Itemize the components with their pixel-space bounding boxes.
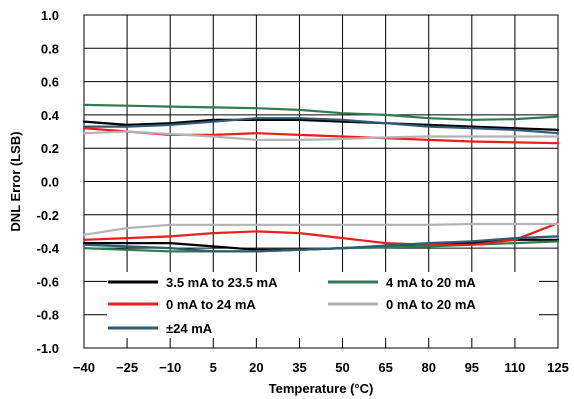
series-lines: [82, 103, 560, 253]
x-tick-label: −10: [159, 360, 181, 375]
x-tick-label: 35: [292, 360, 306, 375]
series-line-lower-2: [82, 222, 560, 246]
x-tick-label: 5: [210, 360, 217, 375]
y-tick-label: 0.2: [41, 141, 59, 156]
x-tick-label: 125: [547, 360, 569, 375]
x-axis-title: Temperature (°C): [269, 381, 374, 396]
x-tick-label: 65: [378, 360, 392, 375]
legend-label: ±24 mA: [166, 321, 213, 336]
y-tick-label: 0.6: [41, 75, 59, 90]
y-tick-label: 0.0: [41, 175, 59, 190]
x-axis-tick-labels: −40 −25 −10 5 20 35 50 65 80 95 110 125: [73, 360, 569, 375]
y-tick-label: 1.0: [41, 8, 59, 23]
series-line-lower-4: [82, 235, 560, 253]
series-line-upper-4: [82, 117, 560, 135]
x-tick-label: −25: [116, 360, 138, 375]
series-line-upper-0: [82, 118, 560, 131]
y-tick-label: -0.8: [37, 308, 59, 323]
legend-label: 4 mA to 20 mA: [386, 275, 476, 290]
series-line-upper-3: [82, 130, 560, 141]
plot-area-frame: [83, 14, 559, 349]
series-line-upper-1: [82, 103, 560, 122]
series-line-lower-3: [82, 222, 560, 236]
y-tick-label: 0.8: [41, 41, 59, 56]
y-tick-label: -1.0: [37, 341, 59, 356]
legend-label: 0 mA to 20 mA: [386, 297, 476, 312]
y-tick-label: -0.2: [37, 208, 59, 223]
y-tick-label: 0.4: [41, 108, 60, 123]
x-tick-label: 110: [504, 360, 525, 375]
legend: 3.5 mA to 23.5 mA 4 mA to 20 mA 0 mA to 24…: [107, 272, 539, 338]
y-tick-label: -0.6: [37, 274, 59, 289]
x-tick-label: 50: [335, 360, 349, 375]
legend-label: 0 mA to 24 mA: [166, 297, 256, 312]
x-tick-label: 95: [465, 360, 479, 375]
legend-background: [107, 272, 539, 338]
y-axis-tick-labels: 1.0 0.8 0.6 0.4 0.2 0.0 -0.2 -0.4 -0.6 -0.8 -1.0: [37, 8, 60, 356]
x-tick-label: −40: [73, 360, 95, 375]
y-axis-title: DNL Error (LSB): [8, 131, 23, 231]
legend-label: 3.5 mA to 23.5 mA: [166, 275, 278, 290]
x-tick-label: 20: [249, 360, 263, 375]
x-tick-label: 80: [421, 360, 435, 375]
y-tick-label: -0.4: [37, 241, 60, 256]
